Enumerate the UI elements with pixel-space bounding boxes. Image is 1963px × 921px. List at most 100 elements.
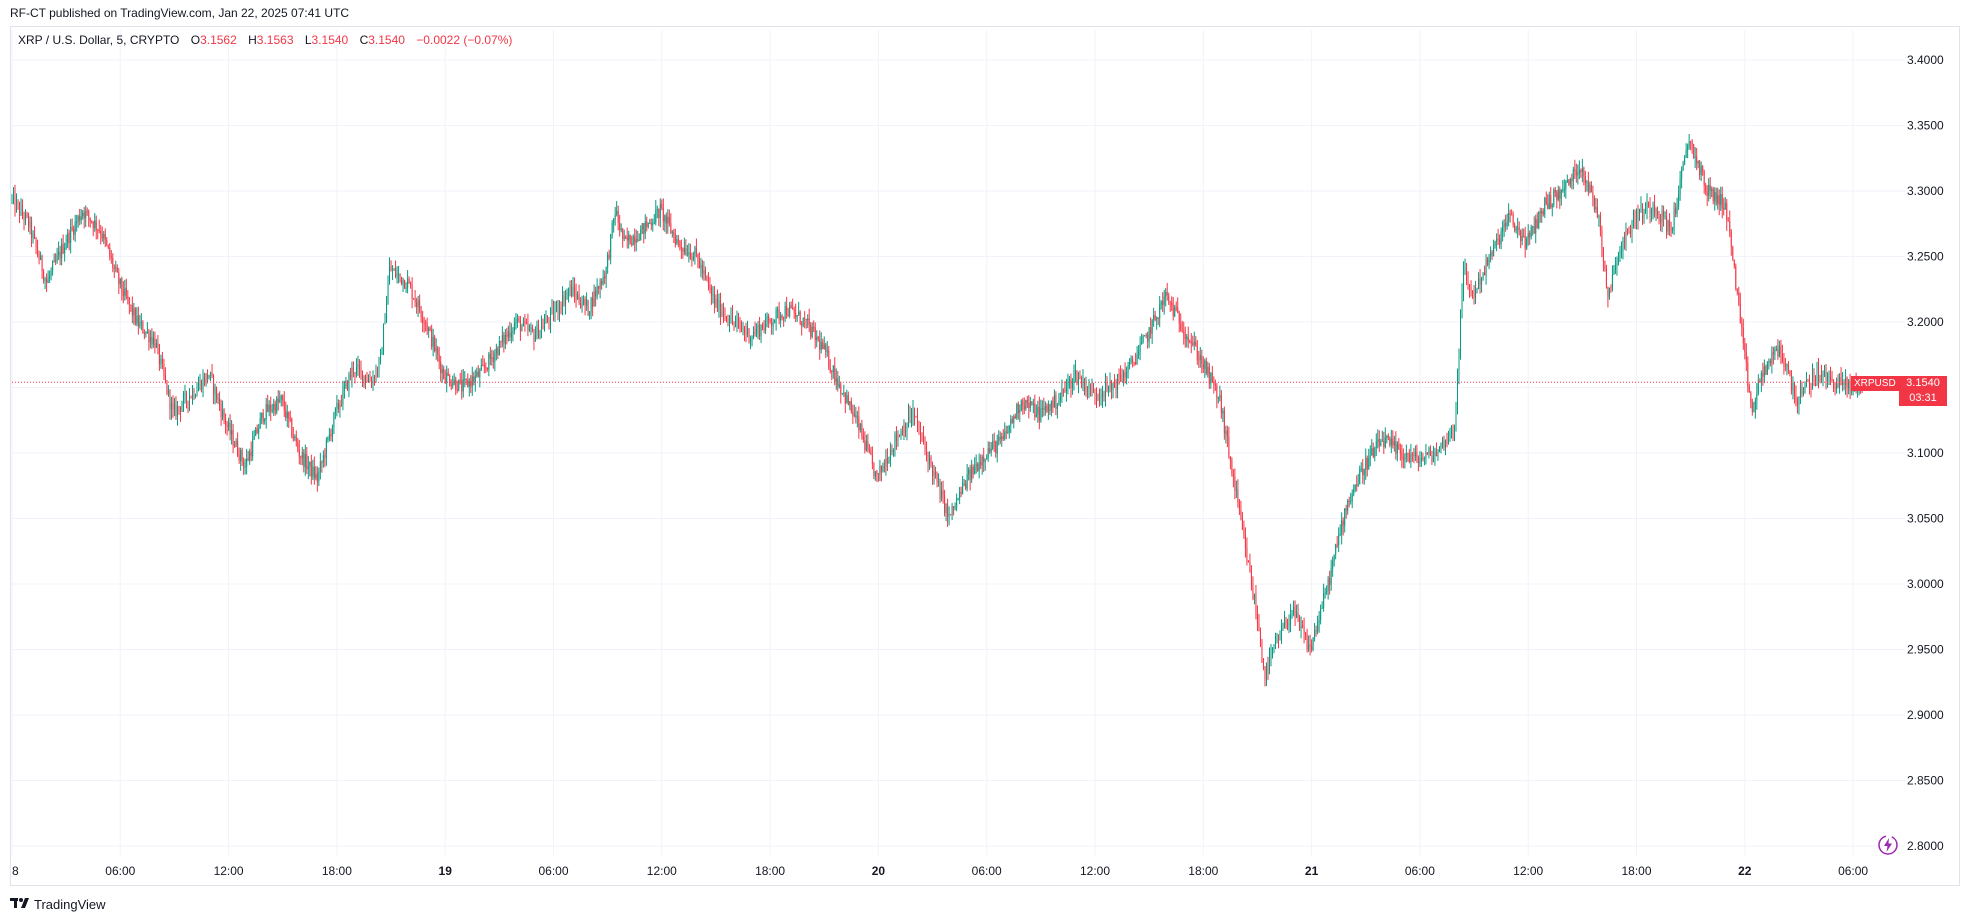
- candle: [1428, 446, 1430, 459]
- candle-body: [1395, 441, 1397, 454]
- candle: [157, 334, 159, 355]
- candle-body: [1393, 441, 1395, 446]
- candle-body: [1261, 645, 1263, 661]
- candle: [1721, 186, 1723, 219]
- candle-body: [819, 339, 821, 350]
- candle-body: [641, 223, 643, 230]
- candle: [1148, 326, 1150, 348]
- candle: [956, 493, 958, 512]
- candle: [1482, 272, 1484, 281]
- candle-body: [220, 405, 222, 417]
- candle: [954, 502, 956, 511]
- candle-body: [1705, 185, 1707, 192]
- candle: [914, 407, 915, 426]
- candle: [279, 390, 281, 404]
- candle: [1193, 331, 1195, 351]
- candle: [152, 331, 154, 348]
- candle-body: [611, 222, 613, 235]
- candle-body: [1112, 383, 1114, 391]
- candle: [649, 218, 651, 224]
- candle: [1783, 353, 1785, 375]
- candle: [998, 430, 1000, 446]
- candle-body: [398, 273, 400, 275]
- candle-body: [1581, 167, 1583, 173]
- candle: [501, 326, 503, 348]
- candle: [271, 403, 273, 414]
- candle: [1312, 636, 1314, 652]
- last-price-tag[interactable]: XRPUSD 3.1540 03:31: [1851, 376, 1963, 406]
- candle: [816, 330, 818, 348]
- time-axis[interactable]: 8 06:00 12:00 18:00 19 06:00 12:00 18:00 20 06:00…: [12, 864, 1868, 878]
- candle-body: [1529, 233, 1531, 237]
- candle-body: [1291, 613, 1293, 615]
- chart-frame[interactable]: [10, 26, 1960, 886]
- candle-body: [1336, 544, 1338, 546]
- candle: [1196, 339, 1198, 365]
- candle-body: [1550, 195, 1552, 208]
- candle: [369, 370, 371, 382]
- candle: [482, 355, 484, 367]
- candle-body: [1781, 354, 1783, 363]
- candle: [528, 324, 530, 332]
- candle: [1416, 444, 1418, 463]
- candle-body: [389, 266, 391, 284]
- candle: [990, 442, 992, 457]
- candle: [829, 359, 831, 374]
- candle-body: [1502, 226, 1504, 232]
- candle-body: [1147, 334, 1149, 342]
- candle-body: [528, 328, 530, 331]
- candle: [435, 338, 437, 360]
- candle: [322, 450, 324, 468]
- candle: [1654, 194, 1656, 218]
- candle-body: [649, 222, 651, 224]
- candle-body: [1174, 307, 1176, 317]
- price-tick-label: 3.2000: [1907, 315, 1944, 329]
- candle: [219, 391, 221, 411]
- candle-body: [255, 428, 257, 437]
- candle: [31, 216, 33, 248]
- candle: [1162, 292, 1164, 313]
- candle-body: [1273, 648, 1275, 652]
- candle: [319, 452, 321, 480]
- candle-body: [113, 267, 115, 269]
- candle: [119, 278, 121, 289]
- footer-brand[interactable]: TradingView: [10, 893, 106, 915]
- price-axis[interactable]: 3.40003.35003.30003.25003.20003.15003.10…: [1907, 53, 1944, 853]
- candle-body: [464, 378, 466, 380]
- candle: [1141, 333, 1143, 345]
- candle-body: [509, 331, 511, 338]
- candle-body: [1658, 215, 1660, 221]
- candle: [28, 212, 30, 232]
- candle-body: [917, 416, 919, 427]
- candle-body: [205, 373, 207, 384]
- candle: [1106, 376, 1108, 393]
- candle-body: [1589, 184, 1591, 192]
- candle-body: [739, 321, 741, 327]
- candle-body: [1825, 371, 1827, 381]
- candle: [596, 278, 598, 300]
- candle-body: [924, 441, 926, 450]
- candle: [1314, 622, 1316, 642]
- candle: [238, 447, 240, 464]
- candle: [1229, 456, 1231, 470]
- candle-body: [709, 283, 711, 289]
- candle-body: [792, 308, 794, 310]
- candle: [1437, 449, 1439, 461]
- flash-icon[interactable]: [1877, 834, 1899, 856]
- candle: [1153, 307, 1155, 327]
- candle: [1166, 283, 1168, 301]
- candle-body: [1452, 425, 1454, 431]
- candle: [1130, 355, 1132, 365]
- candle-body: [1485, 258, 1487, 276]
- candle-body: [1434, 452, 1436, 456]
- time-tick-label: 06:00: [1405, 864, 1435, 878]
- candle: [182, 390, 184, 412]
- candle: [1077, 371, 1079, 394]
- candle-body: [1061, 389, 1063, 397]
- candle-body: [950, 514, 952, 516]
- candle: [1318, 610, 1320, 633]
- candle-body: [467, 379, 469, 387]
- candle: [346, 380, 348, 392]
- candle-body: [1387, 435, 1389, 439]
